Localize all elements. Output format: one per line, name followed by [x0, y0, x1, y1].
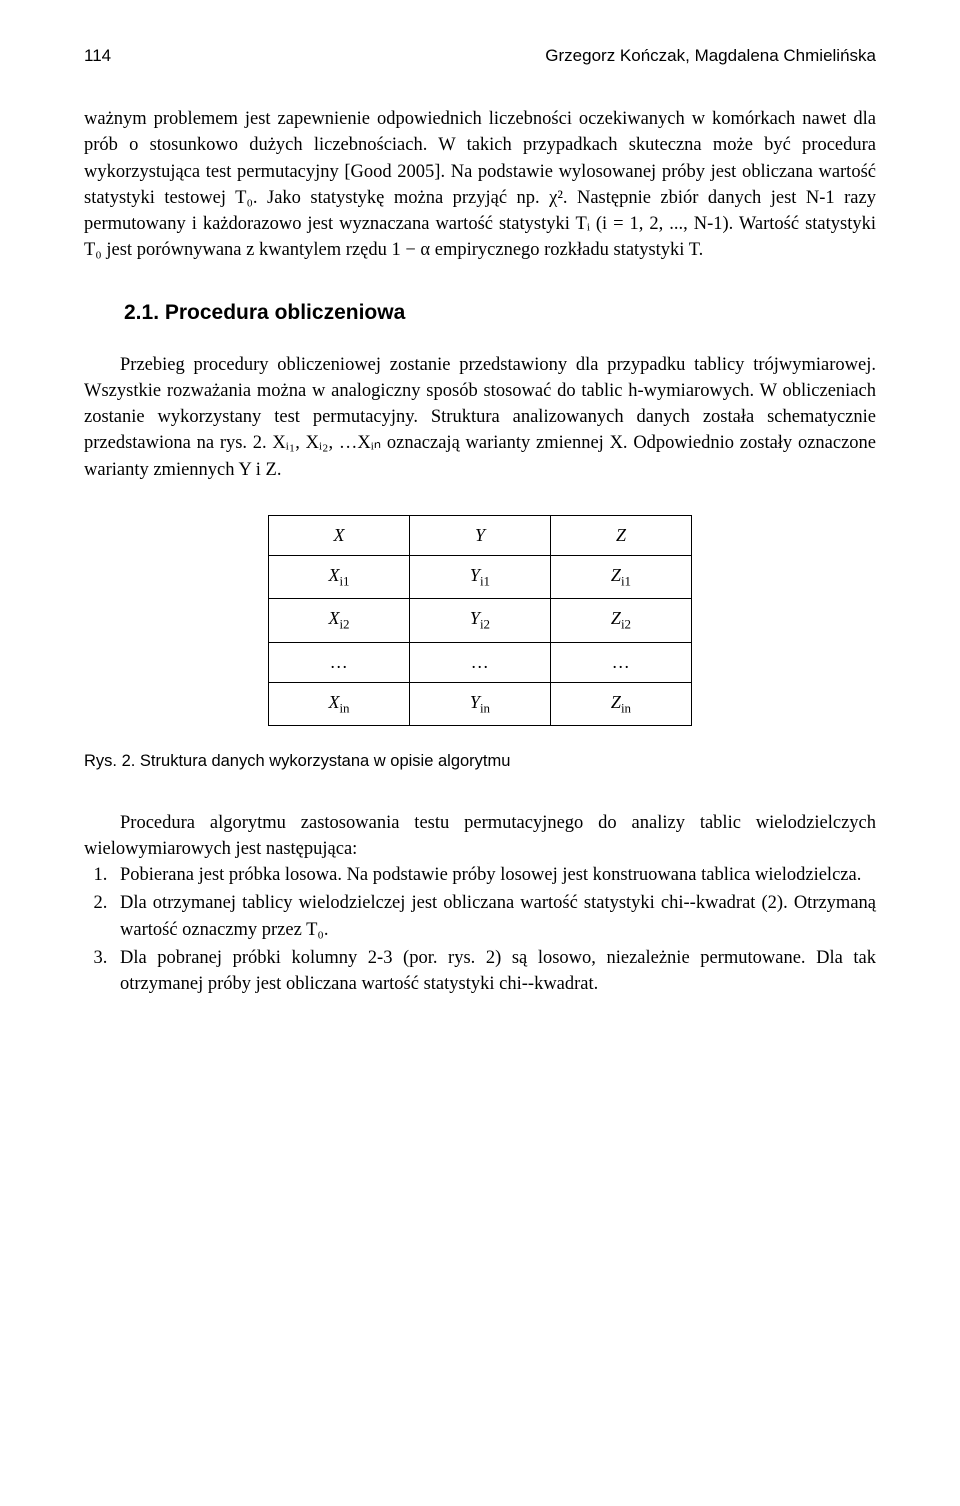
body-paragraph-3: Procedura algorytmu zastosowania testu p…: [84, 810, 876, 863]
table-cell: X: [269, 515, 410, 556]
table-cell: Yin: [410, 683, 551, 726]
figure-caption: Rys. 2. Struktura danych wykorzystana w …: [84, 750, 876, 773]
running-authors: Grzegorz Kończak, Magdalena Chmielińska: [545, 44, 876, 68]
table-cell: Y: [410, 515, 551, 556]
table-cell: Zi2: [551, 599, 692, 642]
body-paragraph-1: ważnym problemem jest zapewnienie odpowi…: [84, 106, 876, 264]
body-paragraph-2: Przebieg procedury obliczeniowej zostani…: [84, 352, 876, 483]
section-heading: 2.1. Procedura obliczeniowa: [124, 298, 876, 328]
table-cell: …: [410, 642, 551, 683]
table-cell: Yi2: [410, 599, 551, 642]
table-cell: Z: [551, 515, 692, 556]
table-cell: Yi1: [410, 556, 551, 599]
table-cell: …: [551, 642, 692, 683]
page-number: 114: [84, 44, 111, 68]
algorithm-step: Dla otrzymanej tablicy wielodzielczej je…: [112, 890, 876, 943]
data-structure-table: XYZXi1Yi1Zi1Xi2Yi2Zi2………XinYinZin: [268, 515, 692, 726]
running-header: 114 Grzegorz Kończak, Magdalena Chmieliń…: [84, 44, 876, 68]
table-cell: Zi1: [551, 556, 692, 599]
algorithm-step: Pobierana jest próbka losowa. Na podstaw…: [112, 862, 876, 888]
table-cell: Xi2: [269, 599, 410, 642]
table-cell: Zin: [551, 683, 692, 726]
table-cell: Xi1: [269, 556, 410, 599]
table-cell: Xin: [269, 683, 410, 726]
table-cell: …: [269, 642, 410, 683]
algorithm-list: Pobierana jest próbka losowa. Na podstaw…: [84, 862, 876, 997]
algorithm-step: Dla pobranej próbki kolumny 2-3 (por. ry…: [112, 945, 876, 998]
